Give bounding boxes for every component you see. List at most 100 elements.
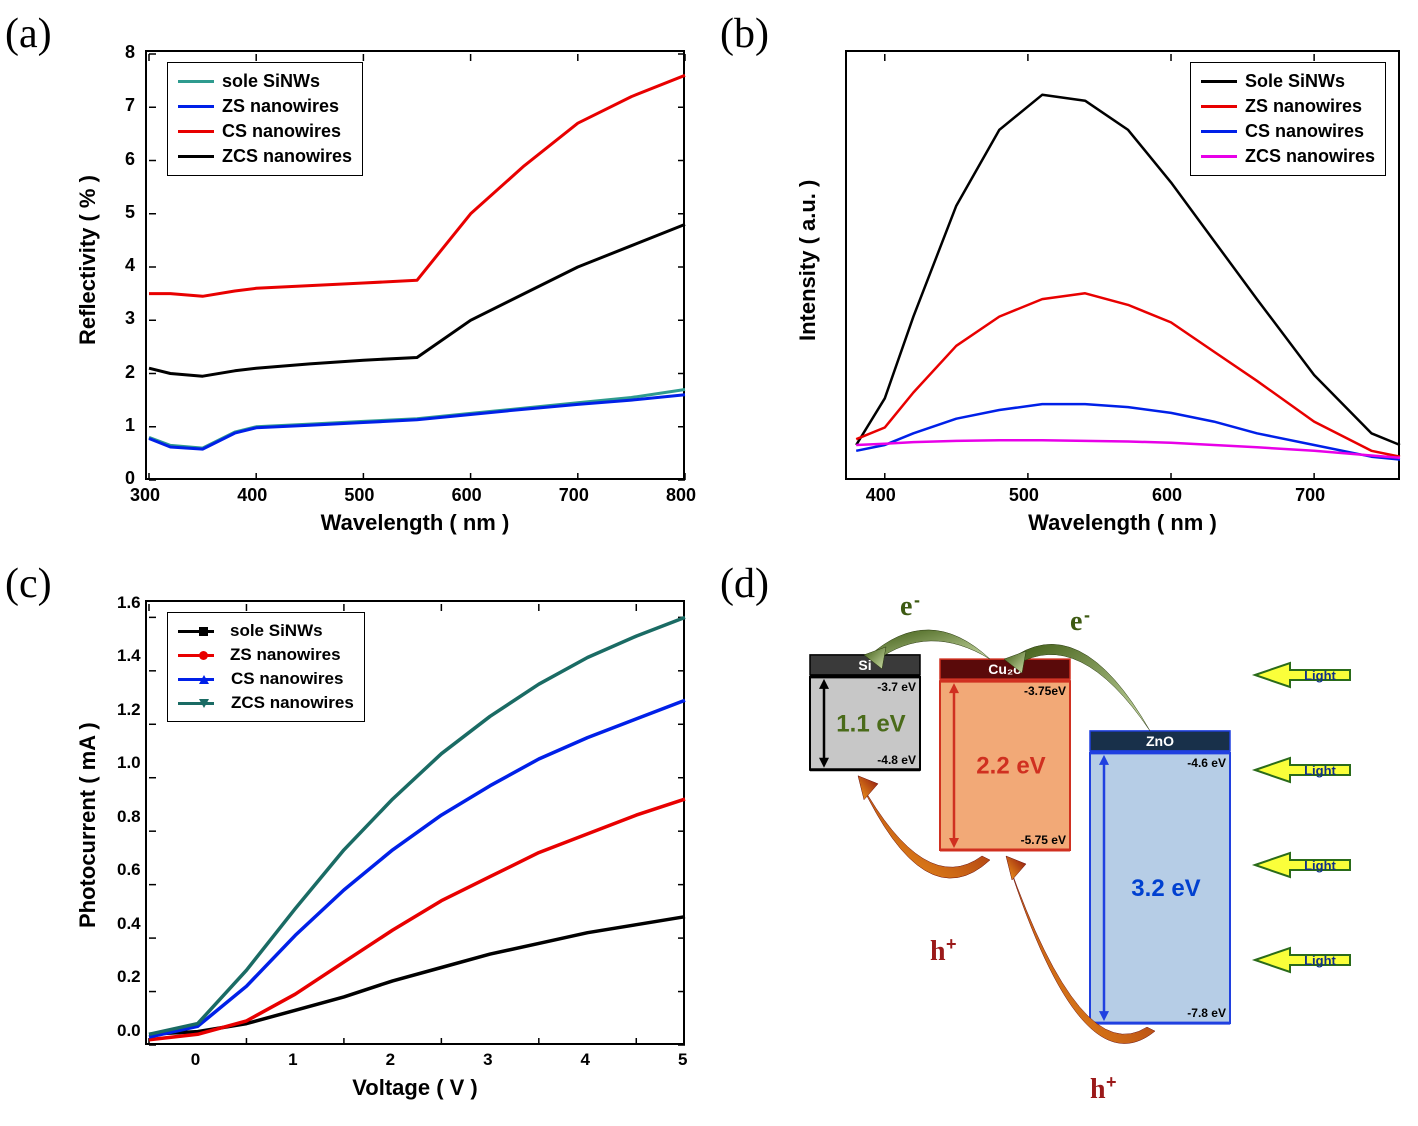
ytick-label: 5: [125, 202, 135, 223]
svg-text:e: e: [1070, 606, 1082, 637]
legend-swatch: [1201, 80, 1237, 83]
legend-label: CS nanowires: [231, 669, 343, 689]
legend-row: ZCS nanowires: [178, 691, 354, 715]
legend-row: Sole SiNWs: [1201, 69, 1375, 94]
xtick-label: 2: [386, 1050, 395, 1070]
xtick-label: 0: [191, 1050, 200, 1070]
ytick-label: 1.4: [117, 646, 141, 666]
legend-row: ZCS nanowires: [178, 144, 352, 169]
legend-swatch: [1201, 130, 1237, 133]
svg-text:h: h: [1090, 1074, 1106, 1105]
ytick-label: 0.8: [117, 807, 141, 827]
svg-text:-: -: [914, 590, 920, 610]
svg-text:+: +: [1106, 1072, 1117, 1092]
chart-b-xlabel: Wavelength ( nm ): [845, 510, 1400, 536]
svg-text:-7.8 eV: -7.8 eV: [1187, 1006, 1226, 1020]
legend-row: ZCS nanowires: [1201, 144, 1375, 169]
legend-row: ZS nanowires: [1201, 94, 1375, 119]
svg-text:3.2 eV: 3.2 eV: [1131, 875, 1200, 902]
ytick-label: 1: [125, 415, 135, 436]
legend-swatch: [178, 130, 214, 133]
chart-a-frame: sole SiNWs ZS nanowires CS nanowires ZCS…: [145, 50, 685, 480]
legend-swatch: [178, 630, 214, 633]
svg-text:Light: Light: [1304, 953, 1336, 968]
legend-row: ZS nanowires: [178, 643, 354, 667]
svg-text:+: +: [946, 934, 957, 954]
ytick-label: 0: [125, 468, 135, 489]
svg-text:-4.6 eV: -4.6 eV: [1187, 756, 1226, 770]
svg-text:-3.7 eV: -3.7 eV: [877, 680, 916, 694]
ytick-label: 6: [125, 149, 135, 170]
ytick-label: 0.4: [117, 914, 141, 934]
legend-label: ZCS nanowires: [222, 146, 352, 167]
xtick-label: 600: [1152, 485, 1182, 506]
svg-text:2.2 eV: 2.2 eV: [976, 753, 1045, 780]
legend-swatch: [178, 105, 214, 108]
legend-label: ZS nanowires: [230, 645, 341, 665]
square-marker-icon: [199, 627, 208, 636]
xtick-label: 3: [483, 1050, 492, 1070]
ytick-label: 3: [125, 308, 135, 329]
legend-label: ZCS nanowires: [231, 693, 354, 713]
xtick-label: 4: [581, 1050, 590, 1070]
legend-label: Sole SiNWs: [1245, 71, 1345, 92]
svg-text:e: e: [900, 591, 912, 622]
ytick-label: 8: [125, 42, 135, 63]
ytick-label: 2: [125, 362, 135, 383]
svg-text:-5.75 eV: -5.75 eV: [1021, 833, 1066, 847]
legend-row: CS nanowires: [178, 119, 352, 144]
ytick-label: 1.2: [117, 700, 141, 720]
panel-a: sole SiNWs ZS nanowires CS nanowires ZCS…: [75, 30, 695, 550]
ytick-label: 4: [125, 255, 135, 276]
chart-c-legend: sole SiNWs ZS nanowires CS nanowires ZCS…: [167, 612, 365, 722]
chart-b-frame: Sole SiNWs ZS nanowires CS nanowires ZCS…: [845, 50, 1400, 480]
legend-label: sole SiNWs: [222, 71, 320, 92]
ytick-label: 1.6: [117, 593, 141, 613]
panel-d-diagram: Si-3.7 eV-4.8 eV1.1 eVCu₂o-3.75eV-5.75 e…: [790, 580, 1410, 1115]
xtick-label: 500: [344, 485, 374, 506]
energy-band-svg: Si-3.7 eV-4.8 eV1.1 eVCu₂o-3.75eV-5.75 e…: [790, 580, 1410, 1115]
legend-label: sole SiNWs: [230, 621, 323, 641]
panel-b: Sole SiNWs ZS nanowires CS nanowires ZCS…: [790, 30, 1410, 550]
legend-row: sole SiNWs: [178, 69, 352, 94]
svg-text:Light: Light: [1304, 763, 1336, 778]
legend-swatch: [1201, 155, 1237, 158]
svg-text:h: h: [930, 936, 946, 967]
xtick-label: 400: [866, 485, 896, 506]
legend-label: ZS nanowires: [222, 96, 339, 117]
legend-swatch: [178, 80, 214, 83]
svg-text:ZnO: ZnO: [1146, 733, 1174, 749]
chart-c-xlabel: Voltage ( V ): [145, 1075, 685, 1101]
svg-text:Light: Light: [1304, 858, 1336, 873]
legend-label: CS nanowires: [222, 121, 341, 142]
triangle-up-marker-icon: [199, 675, 209, 684]
circle-marker-icon: [199, 651, 208, 660]
panel-d-label: (d): [720, 560, 769, 608]
chart-a-legend: sole SiNWs ZS nanowires CS nanowires ZCS…: [167, 62, 363, 176]
legend-label: CS nanowires: [1245, 121, 1364, 142]
xtick-label: 600: [452, 485, 482, 506]
chart-c-ylabel: Photocurrent ( mA ): [75, 700, 101, 950]
chart-b-ylabel: Intensity ( a.u. ): [795, 150, 821, 370]
xtick-label: 700: [1295, 485, 1325, 506]
legend-label: ZS nanowires: [1245, 96, 1362, 117]
chart-b-legend: Sole SiNWs ZS nanowires CS nanowires ZCS…: [1190, 62, 1386, 176]
legend-label: ZCS nanowires: [1245, 146, 1375, 167]
xtick-label: 700: [559, 485, 589, 506]
triangle-down-marker-icon: [199, 699, 209, 708]
legend-swatch: [1201, 105, 1237, 108]
legend-row: sole SiNWs: [178, 619, 354, 643]
panel-c-label: (c): [5, 560, 52, 608]
xtick-label: 1: [288, 1050, 297, 1070]
svg-text:-4.8 eV: -4.8 eV: [877, 753, 916, 767]
legend-row: CS nanowires: [178, 667, 354, 691]
xtick-label: 500: [1009, 485, 1039, 506]
ytick-label: 0.2: [117, 967, 141, 987]
chart-a-xlabel: Wavelength ( nm ): [145, 510, 685, 536]
legend-row: ZS nanowires: [178, 94, 352, 119]
legend-row: CS nanowires: [1201, 119, 1375, 144]
xtick-label: 400: [237, 485, 267, 506]
ytick-label: 0.6: [117, 860, 141, 880]
xtick-label: 5: [678, 1050, 687, 1070]
svg-text:Light: Light: [1304, 668, 1336, 683]
